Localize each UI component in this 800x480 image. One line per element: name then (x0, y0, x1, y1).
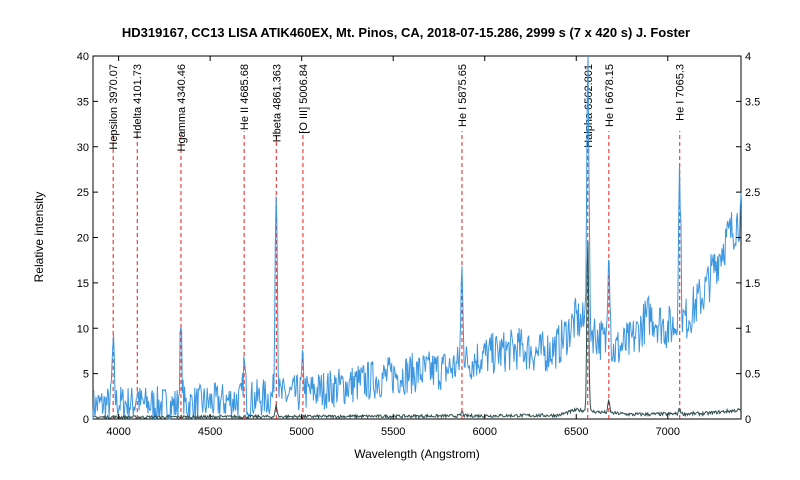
spectral-line-label: Hgamma 4340.46 (176, 64, 188, 151)
plot-area (92, 55, 742, 420)
series-layer (92, 55, 742, 421)
y-tick-label: 15 (77, 278, 89, 290)
series-line-secondary-axis (92, 241, 742, 421)
spectral-line-label: Hepsilon 3970.07 (108, 64, 120, 150)
spectral-line-label: He I 6678.15 (604, 64, 616, 127)
x-axis-label: Wavelength (Angstrom) (354, 447, 480, 461)
y2-tick-label: 1.5 (745, 278, 760, 290)
x-tick-label: 4000 (106, 426, 130, 438)
y-tick-label: 5 (83, 369, 89, 381)
x-tick-label: 7000 (656, 426, 680, 438)
y-tick-label: 20 (77, 233, 89, 245)
y-tick-label: 10 (77, 323, 89, 335)
spectral-line-label: He I 7065.3 (675, 64, 687, 121)
chart-title: HD319167, CC13 LISA ATIK460EX, Mt. Pinos… (122, 25, 690, 40)
x-tick-label: 4500 (198, 426, 222, 438)
y2-tick-label: 4 (745, 51, 751, 63)
y-tick-label: 25 (77, 187, 89, 199)
spectral-line-label: Hdelta 4101.73 (132, 64, 144, 139)
y2-tick-label: 2 (745, 233, 751, 245)
y-tick-label: 30 (77, 142, 89, 154)
series-line-relative-intensity (92, 55, 742, 421)
y-axis-label: Relative intensity (32, 192, 46, 283)
spectral-line-label: [O III] 5006.84 (298, 64, 310, 134)
x-tick-label: 6500 (564, 426, 588, 438)
y-tick-label: 35 (77, 96, 89, 108)
x-tick-label: 6000 (472, 426, 496, 438)
spectral-line-label: He I 5875.65 (457, 64, 469, 127)
y-tick-label: 0 (83, 414, 89, 426)
x-tick-label: 5000 (289, 426, 313, 438)
y2-tick-label: 2.5 (745, 187, 760, 199)
y2-tick-label: 0 (745, 414, 751, 426)
axes: 4000 4500 5000 5500 6000 6500 7000051015202530… (77, 51, 761, 438)
spectral-line-label: Hbeta 4861.363 (271, 64, 283, 142)
y2-tick-label: 3 (745, 142, 751, 154)
x-tick-label: 5500 (381, 426, 405, 438)
y2-tick-label: 0.5 (745, 369, 760, 381)
y2-tick-label: 1 (745, 323, 751, 335)
y2-tick-label: 3.5 (745, 96, 760, 108)
spectral-line-label: He II 4685.68 (239, 64, 251, 130)
y-tick-label: 40 (77, 51, 89, 63)
spectral-line-markers: Hepsilon 3970.07 Hdelta 4101.73 Hgamma 434… (108, 64, 687, 419)
